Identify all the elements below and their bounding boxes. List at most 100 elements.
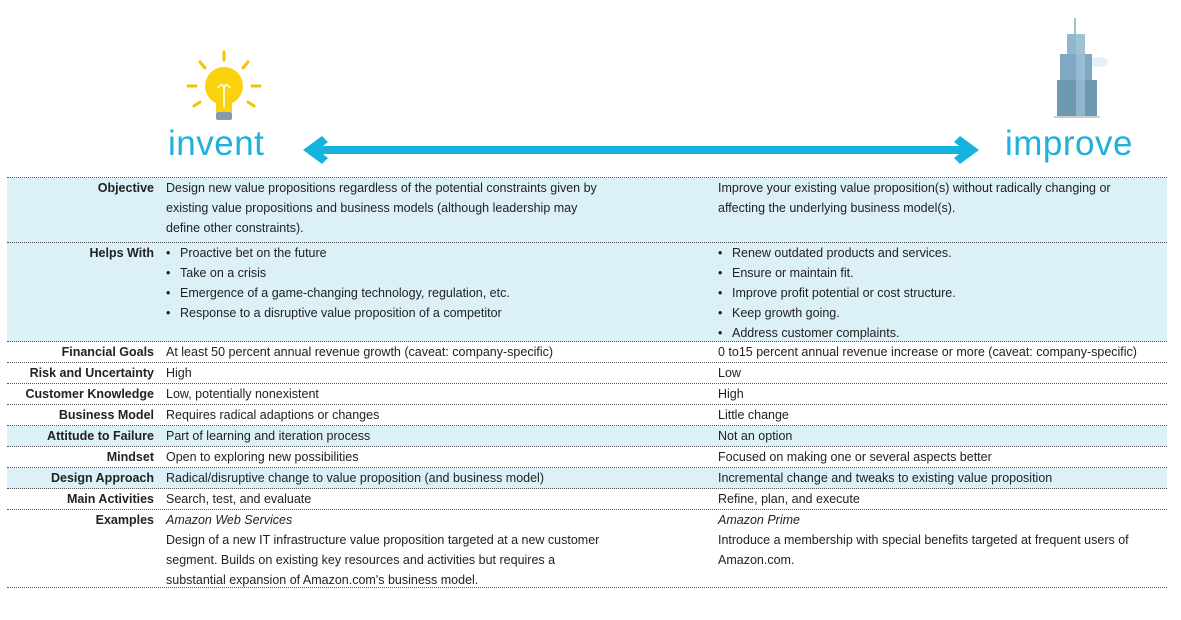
table-row: Objective Design new value propositions r… (7, 178, 1167, 243)
table-row: Examples Amazon Web Services Design of a n… (7, 510, 1167, 588)
cell-text: Improve your existing value proposition(… (718, 181, 1111, 215)
table-row: Main Activities Search, test, and evaluat… (7, 489, 1167, 510)
cell-text: Not an option (718, 429, 793, 443)
row-label: Design Approach (50, 471, 154, 485)
invent-cell: Design new value propositions regardless… (166, 178, 718, 242)
example-name: Amazon Prime (718, 513, 800, 527)
cell-content: At least 50 percent annual revenue growt… (166, 342, 611, 362)
bullet-list: Renew outdated products and services.Ens… (718, 243, 1148, 343)
cell-text: Part of learning and iteration process (166, 429, 371, 443)
improve-cell: Low (718, 363, 1167, 383)
cell-text: Low, potentially nonexistent (166, 387, 319, 401)
bulb-base (216, 112, 232, 120)
filament (217, 84, 231, 108)
row-label: Mindset (106, 450, 154, 464)
invent-cell: Radical/disruptive change to value propo… (166, 468, 718, 488)
cell-content: Requires radical adaptions or changes (166, 405, 611, 425)
bullet-item: Keep growth going. (718, 303, 1148, 323)
cell-text: Search, test, and evaluate (166, 492, 312, 506)
cell-content: Radical/disruptive change to value propo… (166, 468, 611, 488)
row-label: Objective (97, 181, 154, 195)
cell-text: Design of a new IT infrastructure value … (166, 533, 600, 587)
example-name: Amazon Web Services (166, 513, 293, 527)
lightbulb-icon (186, 50, 262, 108)
cell-text: 0 to15 percent annual revenue increase o… (718, 345, 1137, 359)
table-row: Risk and Uncertainty High Low (7, 363, 1167, 384)
building-icon (1054, 18, 1108, 118)
invent-cell: At least 50 percent annual revenue growt… (166, 342, 718, 362)
row-label: Examples (95, 513, 154, 527)
improve-cell: Refine, plan, and execute (718, 489, 1167, 509)
improve-cell: Amazon Prime Introduce a membership with … (718, 510, 1167, 587)
cell-text: Design new value propositions regardless… (166, 181, 597, 235)
cell-text: Little change (718, 408, 789, 422)
improve-cell: 0 to15 percent annual revenue increase o… (718, 342, 1167, 362)
table-row: Helps With Proactive bet on the futureTak… (7, 243, 1167, 342)
table-row: Financial Goals At least 50 percent annua… (7, 342, 1167, 363)
bullet-item: Emergence of a game-changing technology,… (166, 283, 611, 303)
table-row: Attitude to Failure Part of learning and … (7, 426, 1167, 447)
bullet-item: Renew outdated products and services. (718, 243, 1148, 263)
cell-text: Incremental change and tweaks to existin… (718, 471, 1053, 485)
cell-content: Design new value propositions regardless… (166, 178, 611, 238)
cell-text: Focused on making one or several aspects… (718, 450, 992, 464)
table-row: Customer Knowledge Low, potentially nonex… (7, 384, 1167, 405)
bullet-list: Proactive bet on the futureTake on a cri… (166, 243, 611, 323)
cell-content: Improve your existing value proposition(… (718, 178, 1148, 218)
invent-cell: Proactive bet on the futureTake on a cri… (166, 243, 718, 341)
cell-text: High (718, 387, 744, 401)
row-label: Business Model (58, 408, 154, 422)
cell-content: 0 to15 percent annual revenue increase o… (718, 342, 1148, 362)
header-graphics (186, 18, 1108, 164)
bullet-item: Response to a disruptive value propositi… (166, 303, 611, 323)
invent-cell: High (166, 363, 718, 383)
cell-content: High (718, 384, 1148, 404)
table-row: Mindset Open to exploring new possibiliti… (7, 447, 1167, 468)
bullet-item: Proactive bet on the future (166, 243, 611, 263)
cell-content: Amazon Prime Introduce a membership with … (718, 510, 1148, 570)
cell-content: Low (718, 363, 1148, 383)
cell-text: Introduce a membership with special bene… (718, 533, 1129, 567)
double-arrow (303, 136, 979, 164)
row-label: Customer Knowledge (25, 387, 155, 401)
cell-content: Search, test, and evaluate (166, 489, 611, 509)
cell-content: Not an option (718, 426, 1148, 446)
table-row: Business Model Requires radical adaptions… (7, 405, 1167, 426)
cell-text: Radical/disruptive change to value propo… (166, 471, 544, 485)
cell-content: Renew outdated products and services.Ens… (718, 243, 1148, 343)
table-row: Design Approach Radical/disruptive change… (7, 468, 1167, 489)
cell-content: Incremental change and tweaks to existin… (718, 468, 1148, 488)
row-label: Attitude to Failure (47, 429, 154, 443)
improve-cell: Incremental change and tweaks to existin… (718, 468, 1167, 488)
invent-cell: Low, potentially nonexistent (166, 384, 718, 404)
cell-content: Proactive bet on the futureTake on a cri… (166, 243, 611, 323)
improve-cell: High (718, 384, 1167, 404)
invent-cell: Amazon Web Services Design of a new IT in… (166, 510, 718, 587)
improve-cell: Improve your existing value proposition(… (718, 178, 1167, 242)
cell-content: Focused on making one or several aspects… (718, 447, 1148, 467)
cell-content: Little change (718, 405, 1148, 425)
cell-text: Open to exploring new possibilities (166, 450, 359, 464)
bullet-item: Take on a crisis (166, 263, 611, 283)
invent-cell: Search, test, and evaluate (166, 489, 718, 509)
comparison-table: Objective Design new value propositions r… (7, 177, 1167, 588)
bullet-item: Improve profit potential or cost structu… (718, 283, 1148, 303)
cell-content: High (166, 363, 611, 383)
cell-text: Refine, plan, and execute (718, 492, 860, 506)
improve-cell: Focused on making one or several aspects… (718, 447, 1167, 467)
cell-content: Open to exploring new possibilities (166, 447, 611, 467)
cell-text: At least 50 percent annual revenue growt… (166, 345, 554, 359)
invent-cell: Open to exploring new possibilities (166, 447, 718, 467)
cell-text: Low (718, 366, 741, 380)
cell-text: Requires radical adaptions or changes (166, 408, 380, 422)
improve-label: improve (1005, 124, 1133, 163)
row-label: Risk and Uncertainty (29, 366, 154, 380)
cell-content: Refine, plan, and execute (718, 489, 1148, 509)
invent-cell: Requires radical adaptions or changes (166, 405, 718, 425)
improve-cell: Little change (718, 405, 1167, 425)
row-label: Financial Goals (61, 345, 154, 359)
invent-cell: Part of learning and iteration process (166, 426, 718, 446)
improve-cell: Not an option (718, 426, 1167, 446)
bullet-item: Address customer complaints. (718, 323, 1148, 343)
improve-cell: Renew outdated products and services.Ens… (718, 243, 1167, 341)
